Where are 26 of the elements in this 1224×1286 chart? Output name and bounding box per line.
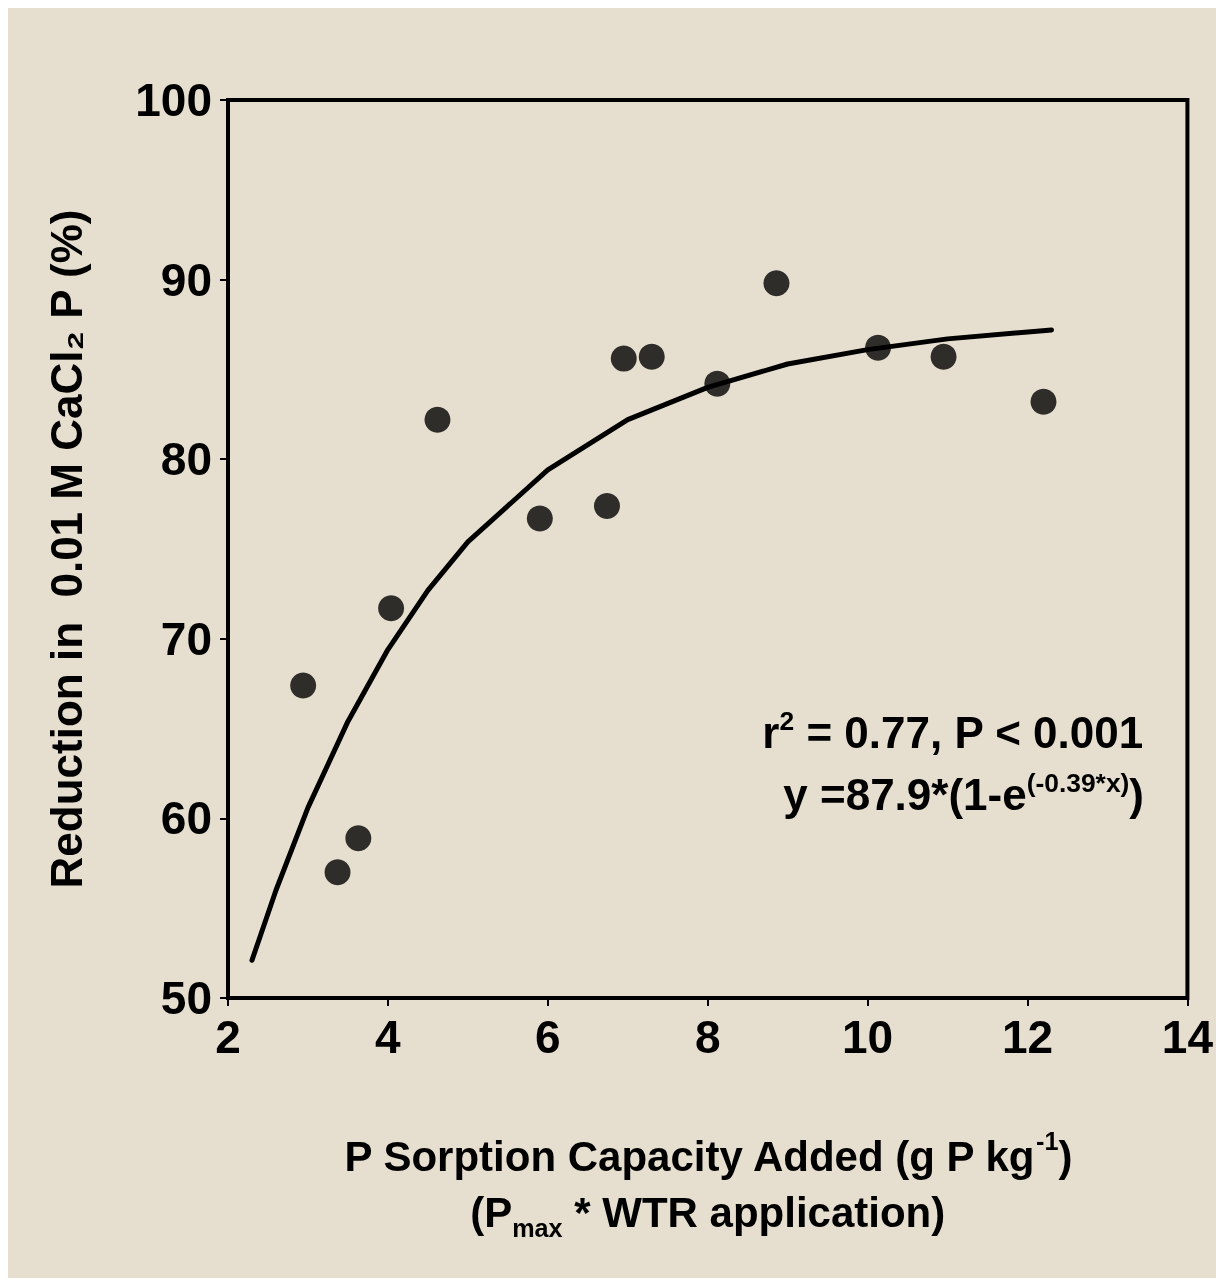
x-tick-label: 10 — [842, 1011, 894, 1063]
point — [638, 343, 665, 370]
point — [763, 270, 790, 297]
x-tick-label: 8 — [694, 1011, 721, 1063]
y-tick-label: 90 — [160, 253, 212, 306]
y-tick-label: 50 — [160, 972, 212, 1024]
x-tick-label: 4 — [375, 1011, 402, 1063]
point — [378, 595, 405, 622]
point — [324, 859, 351, 886]
point — [594, 492, 620, 519]
point — [424, 406, 451, 433]
point — [526, 505, 553, 532]
y-tick-label: 100 — [135, 74, 212, 126]
x-tick-label: 12 — [1001, 1011, 1054, 1063]
y-tick-label: 60 — [160, 792, 212, 845]
point — [930, 343, 957, 370]
y-axis-title: Reduction in 0.01 M CaCl₂ P (%) — [41, 209, 91, 889]
y-tick-label: 80 — [160, 433, 212, 486]
x-tick-label: 14 — [1161, 1011, 1214, 1063]
y-tick-label: 70 — [160, 612, 212, 665]
x-tick-label: 2 — [215, 1011, 241, 1063]
point — [1030, 388, 1057, 415]
x-tick-label: 6 — [535, 1011, 561, 1063]
point — [610, 345, 637, 372]
point — [290, 672, 317, 699]
point — [345, 825, 372, 852]
